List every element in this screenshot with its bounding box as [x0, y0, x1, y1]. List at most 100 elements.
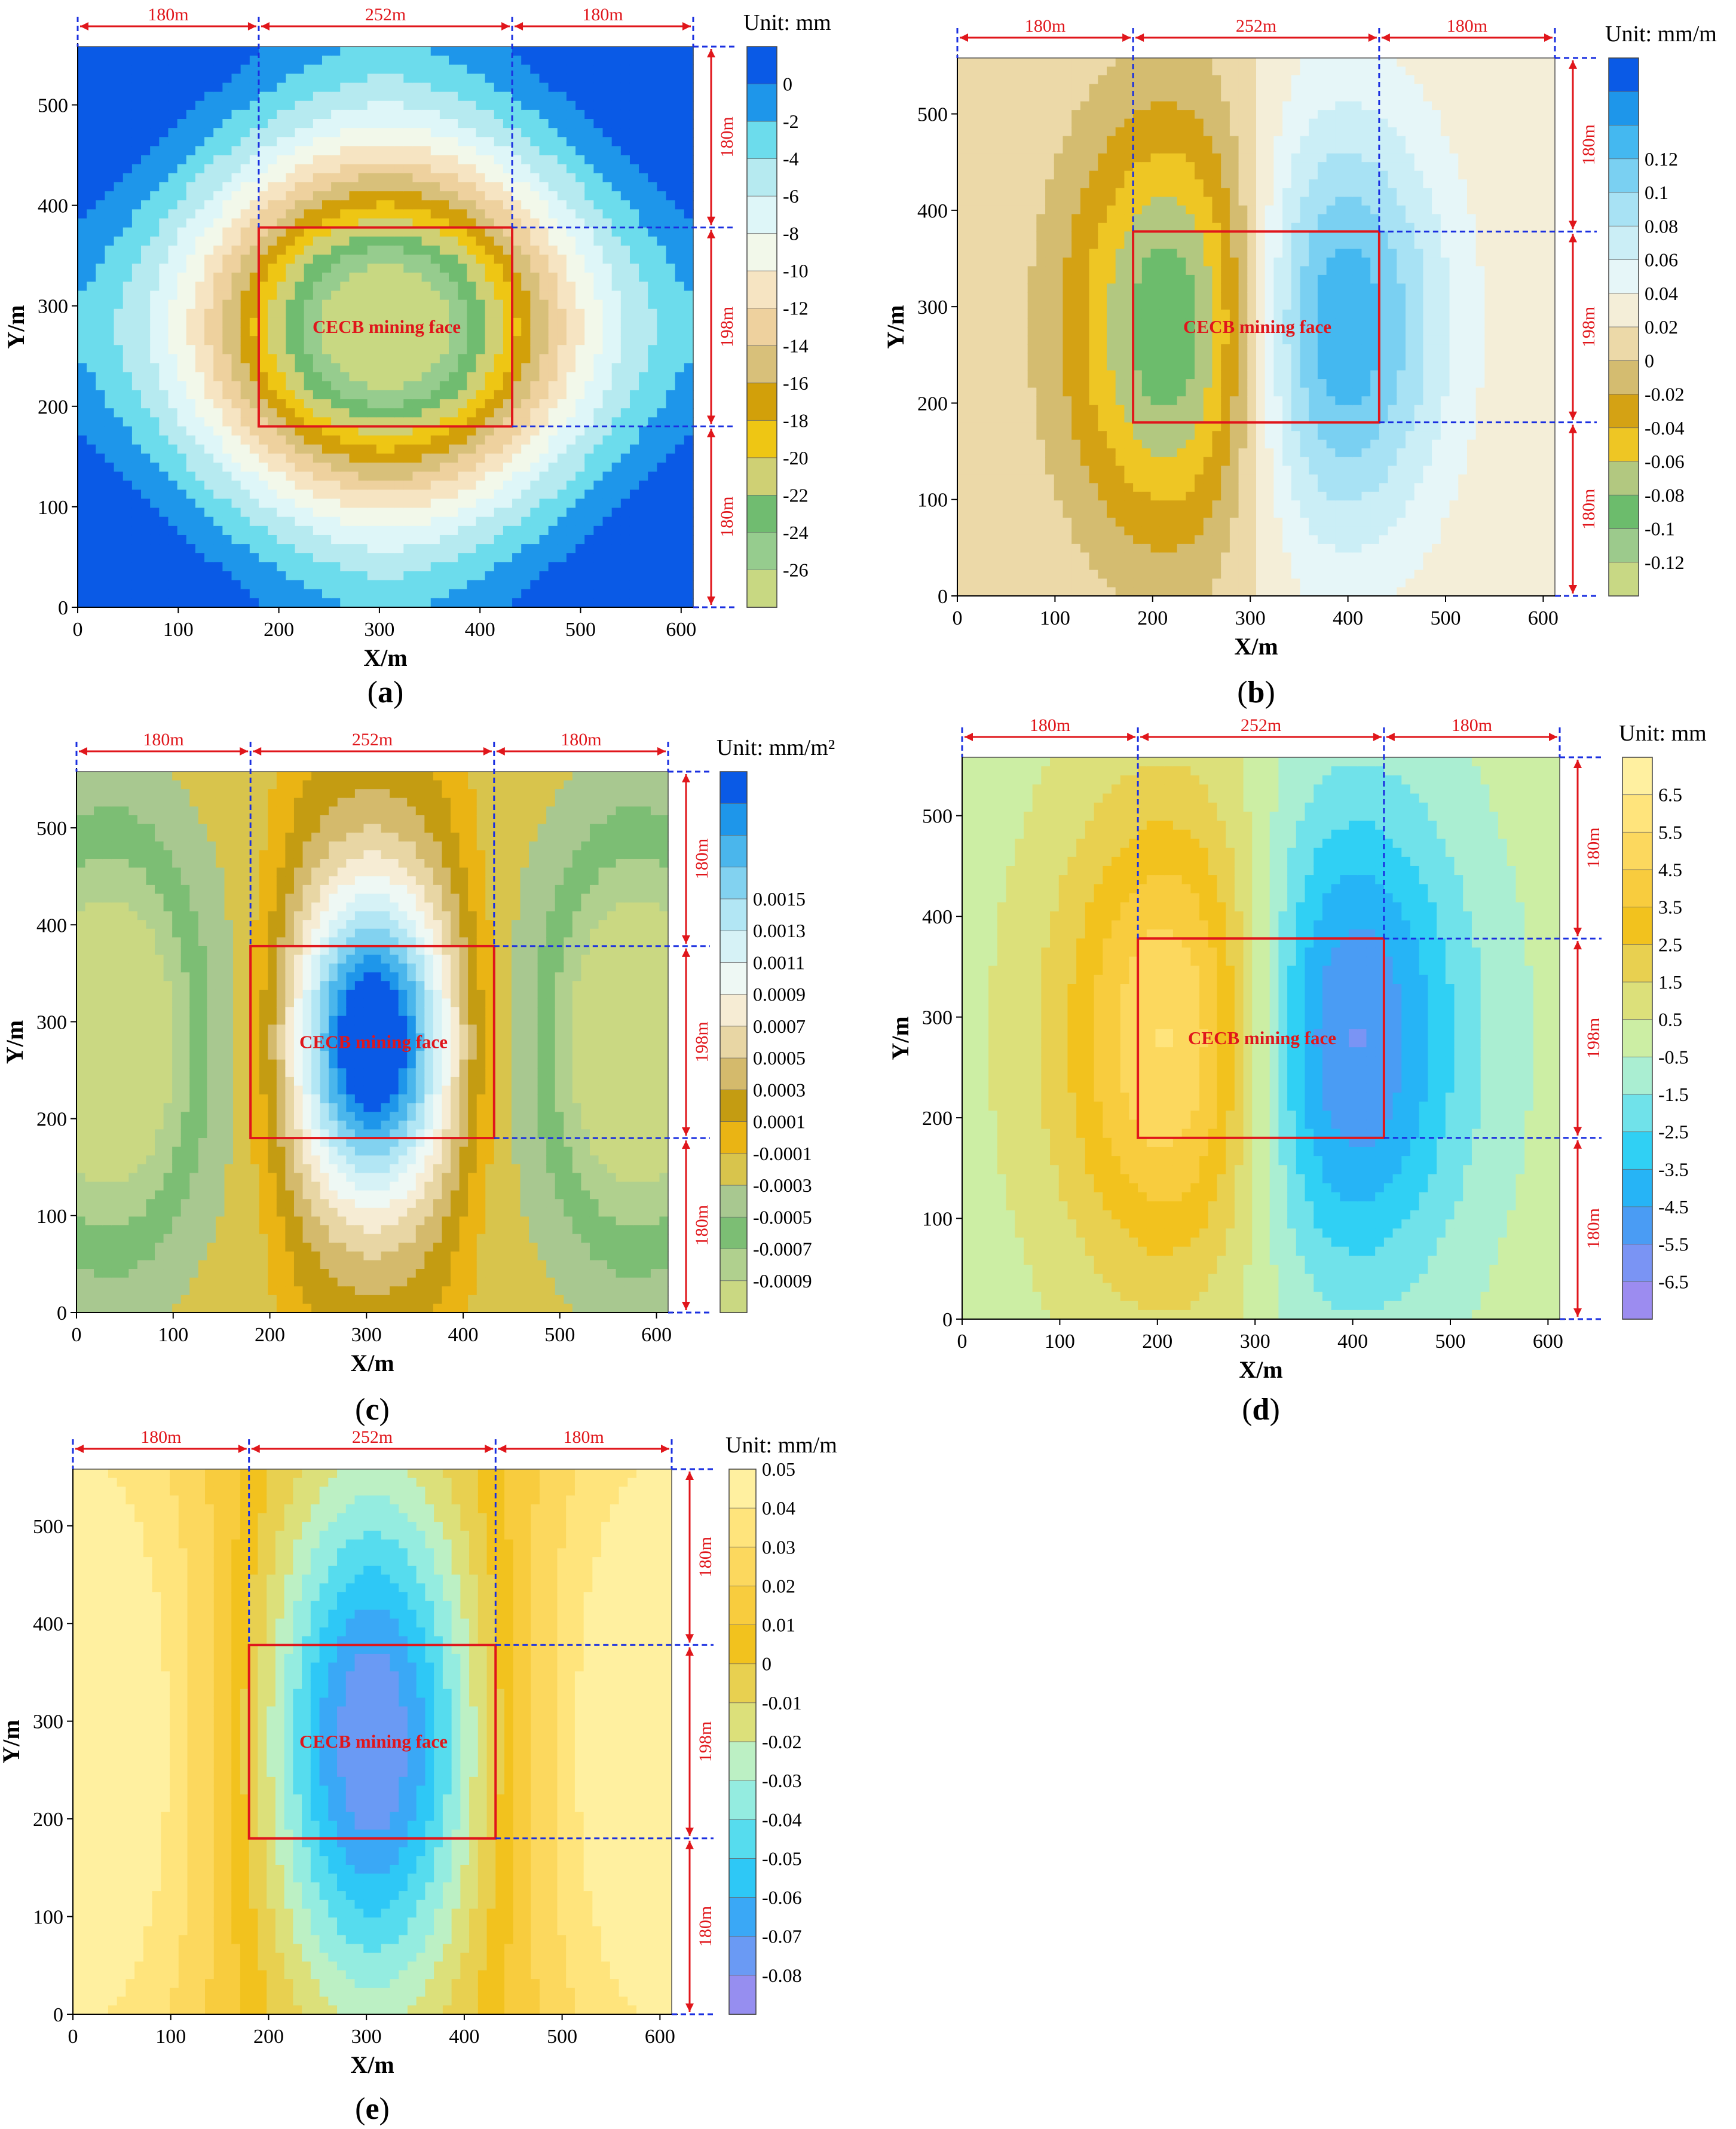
contour-cell [412, 254, 422, 264]
contour-cell [503, 227, 513, 237]
contour-cell [966, 474, 976, 484]
contour-cell [249, 525, 259, 536]
contour-cell [512, 408, 522, 418]
contour-cell [87, 372, 97, 382]
contour-cell [322, 290, 332, 301]
contour-cell [975, 405, 984, 414]
contour-cell [421, 372, 431, 382]
contour-cell [430, 273, 440, 283]
contour-cell [584, 507, 595, 518]
contour-cell [421, 273, 431, 283]
contour-cell [168, 299, 178, 310]
contour-cell [204, 91, 215, 102]
contour-cell [240, 47, 250, 56]
contour-cell [992, 405, 1002, 414]
contour-cell [204, 56, 215, 66]
colorbar-tick-label: 0 [783, 74, 792, 95]
contour-cell [313, 56, 323, 66]
contour-cell [449, 317, 458, 328]
contour-cell [666, 571, 676, 581]
contour-cell [231, 462, 241, 472]
contour-cell [629, 173, 639, 183]
contour-cell [957, 214, 967, 224]
contour-cell [87, 227, 97, 237]
contour-cell [684, 218, 694, 228]
contour-cell [114, 264, 124, 274]
contour-cell [295, 472, 305, 481]
contour-cell [1001, 353, 1011, 362]
contour-cell [485, 589, 495, 599]
contour-cell [331, 544, 341, 554]
contour-cell [648, 453, 658, 463]
contour-cell [403, 426, 414, 436]
contour-cell [322, 236, 332, 246]
contour-cell [494, 273, 504, 283]
contour-cell [177, 444, 187, 454]
contour-cell [412, 128, 422, 138]
dimension-arrowhead [515, 22, 523, 30]
contour-cell [503, 173, 513, 183]
contour-cell [105, 435, 115, 445]
contour-cell [114, 345, 124, 355]
contour-cell [213, 218, 223, 228]
contour-cell [966, 526, 976, 536]
contour-cell [512, 444, 522, 454]
contour-cell [358, 336, 368, 346]
contour-cell [449, 109, 458, 120]
contour-cell [439, 182, 449, 192]
contour-cell [412, 65, 422, 75]
contour-cell [512, 254, 522, 264]
contour-cell [430, 327, 440, 337]
contour-cell [340, 317, 350, 328]
contour-cell [268, 598, 278, 608]
contour-cell [539, 534, 549, 545]
dimension-label-right: 180m [717, 497, 737, 537]
contour-cell [87, 444, 97, 454]
contour-cell [394, 481, 405, 491]
contour-cell [421, 490, 431, 500]
contour-cell [123, 200, 133, 210]
contour-cell [340, 254, 350, 264]
contour-cell [412, 589, 422, 599]
contour-cell [240, 390, 250, 400]
contour-cell [268, 236, 278, 246]
contour-cell [295, 580, 305, 590]
contour-cell [458, 209, 468, 219]
contour-cell [629, 91, 639, 102]
contour-cell [131, 137, 142, 147]
contour-cell [666, 589, 676, 599]
contour-cell [467, 273, 477, 283]
contour-cell [412, 146, 422, 156]
contour-cell [984, 439, 993, 449]
contour-cell [385, 209, 395, 219]
contour-cell [412, 562, 422, 572]
contour-cell [684, 155, 694, 165]
contour-cell [358, 182, 368, 192]
contour-cell [494, 74, 504, 84]
contour-cell [1018, 561, 1028, 571]
contour-cell [602, 282, 613, 292]
contour-cell [430, 345, 440, 355]
contour-cell [204, 236, 215, 246]
contour-cell [231, 327, 241, 337]
contour-cell [602, 498, 613, 509]
colorbar-swatch [746, 46, 777, 85]
contour-cell [258, 146, 268, 156]
contour-cell [566, 516, 576, 527]
contour-cell [277, 65, 287, 75]
contour-cell [430, 236, 440, 246]
contour-cell [467, 507, 477, 518]
contour-cell [268, 490, 278, 500]
contour-cell [240, 534, 250, 545]
contour-cell [566, 381, 576, 391]
contour-cell [1001, 222, 1011, 233]
contour-cell [557, 435, 567, 445]
contour-cell [322, 299, 332, 310]
contour-cell [286, 119, 296, 129]
contour-cell [602, 245, 613, 255]
contour-cell [367, 589, 377, 599]
contour-cell [141, 544, 151, 554]
contour-cell [957, 136, 967, 145]
contour-cell [430, 264, 440, 274]
contour-cell [966, 405, 976, 414]
